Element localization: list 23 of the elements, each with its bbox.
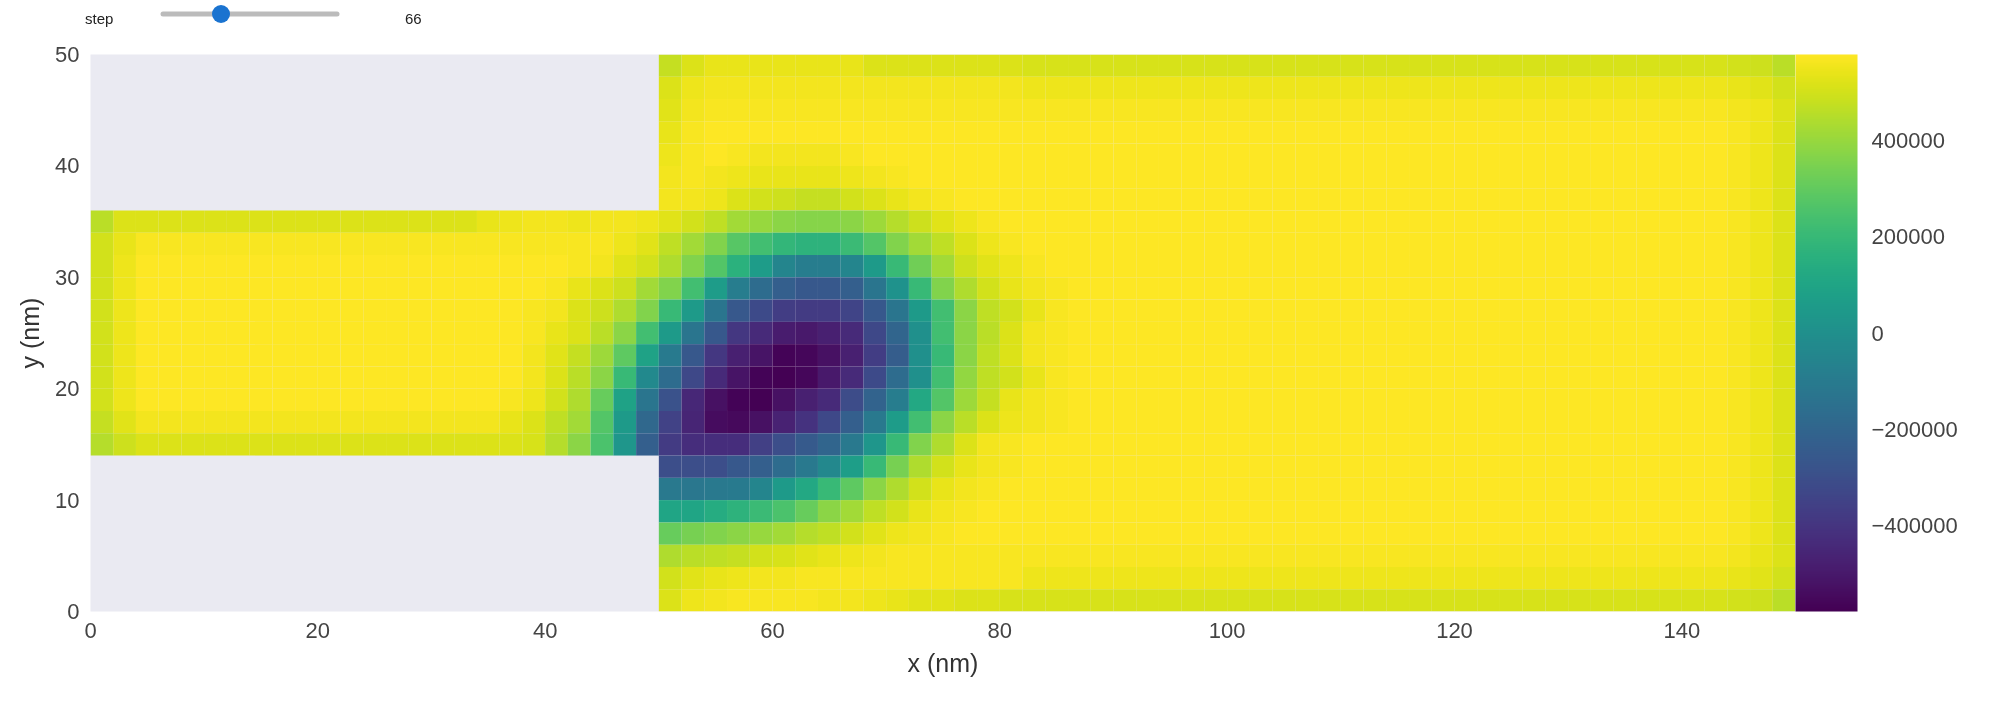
color-bar-label: 200000: [1871, 224, 1945, 250]
color-bar-label: 0: [1871, 320, 1884, 346]
x-tick-label: 0: [84, 617, 97, 643]
x-tick-label: 120: [1436, 617, 1473, 643]
x-axis-title: x (nm): [907, 648, 979, 677]
x-tick-label: 140: [1663, 617, 1701, 643]
x-tick-label: 20: [305, 617, 331, 643]
y-tick-label: 30: [55, 265, 80, 291]
x-tick-label: 40: [532, 617, 558, 643]
y-tick-label: 0: [67, 599, 80, 625]
color-bar-label: −200000: [1871, 416, 1958, 442]
text: 66: [405, 9, 422, 29]
x-tick-label: 100: [1208, 617, 1246, 643]
y-tick-label: 40: [55, 153, 80, 179]
color-bar-label: −400000: [1871, 512, 1958, 538]
color-bar-label: 400000: [1871, 128, 1945, 154]
y-tick-label: 10: [55, 488, 80, 514]
text: step: [85, 9, 114, 29]
y-tick-label: 50: [55, 42, 80, 68]
y-axis-title: y (nm): [16, 298, 45, 369]
x-tick-label: 80: [987, 617, 1013, 643]
x-tick-label: 60: [760, 617, 785, 643]
y-tick-label: 20: [55, 376, 80, 402]
